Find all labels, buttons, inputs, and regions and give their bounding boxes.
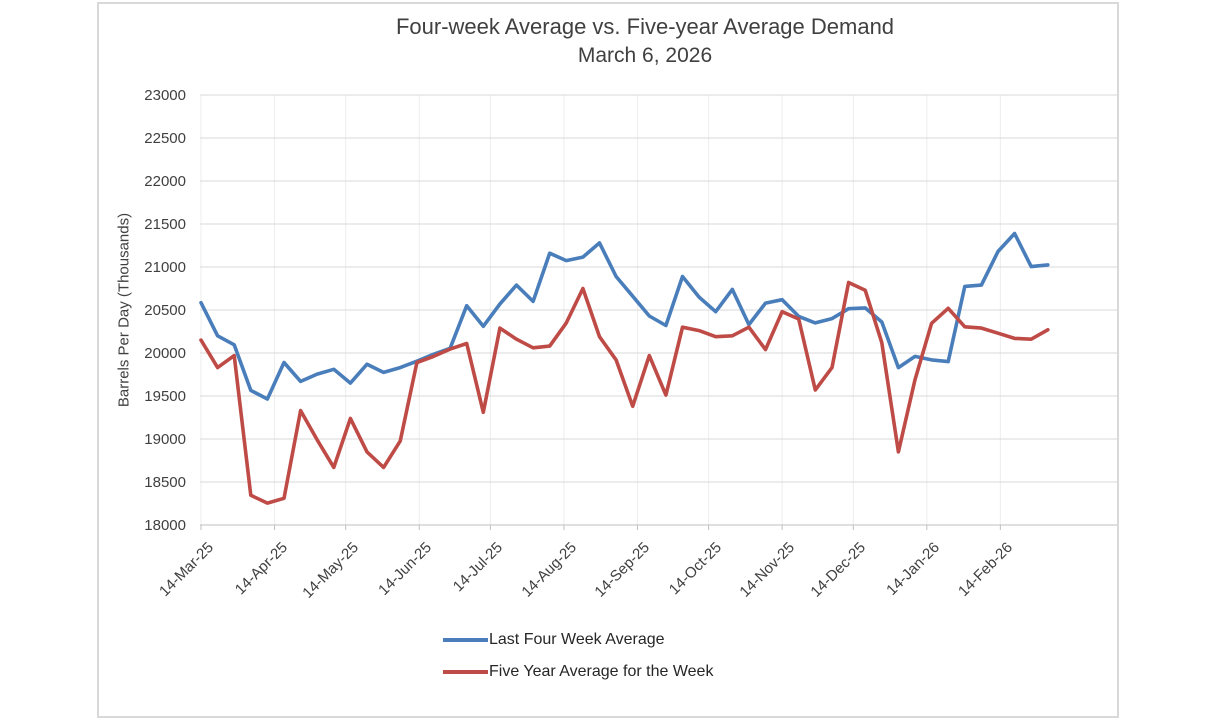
y-axis-tick-label: 21500 — [144, 216, 186, 233]
legend: Last Four Week Average Five Year Average… — [443, 629, 713, 693]
y-axis-tick-label: 19500 — [144, 388, 186, 405]
chart-title: Four-week Average vs. Five-year Average … — [395, 14, 895, 39]
four-week-average-series-line — [199, 231, 1050, 401]
chart-title-block: Four-week Average vs. Five-year Average … — [200, 12, 1090, 70]
legend-row-five-year: Five Year Average for the Week — [443, 661, 713, 683]
y-axis-tick-label: 20000 — [144, 345, 186, 362]
four-week-average-label: Last Four Week Average — [489, 631, 665, 648]
y-axis-tick-label: 22000 — [144, 173, 186, 190]
y-axis-tick-label: 19000 — [144, 431, 186, 448]
chart-subtitle: March 6, 2026 — [577, 43, 713, 67]
y-axis-tick-label: 22500 — [144, 130, 186, 147]
y-axis-tick-label: 18500 — [144, 474, 186, 491]
y-axis-tick-label: 20500 — [144, 302, 186, 319]
five-year-average-label: Five Year Average for the Week — [489, 663, 714, 680]
five-year-average-line-sample — [443, 670, 488, 674]
y-axis-tick-label: 23000 — [144, 87, 186, 104]
y-axis-tick-label: 21000 — [144, 259, 186, 276]
five-year-average-series-line — [199, 280, 1050, 505]
y-axis-tick-label: 18000 — [144, 517, 186, 534]
legend-row-four-week: Last Four Week Average — [443, 629, 713, 651]
four-week-average-line-sample — [443, 638, 488, 642]
